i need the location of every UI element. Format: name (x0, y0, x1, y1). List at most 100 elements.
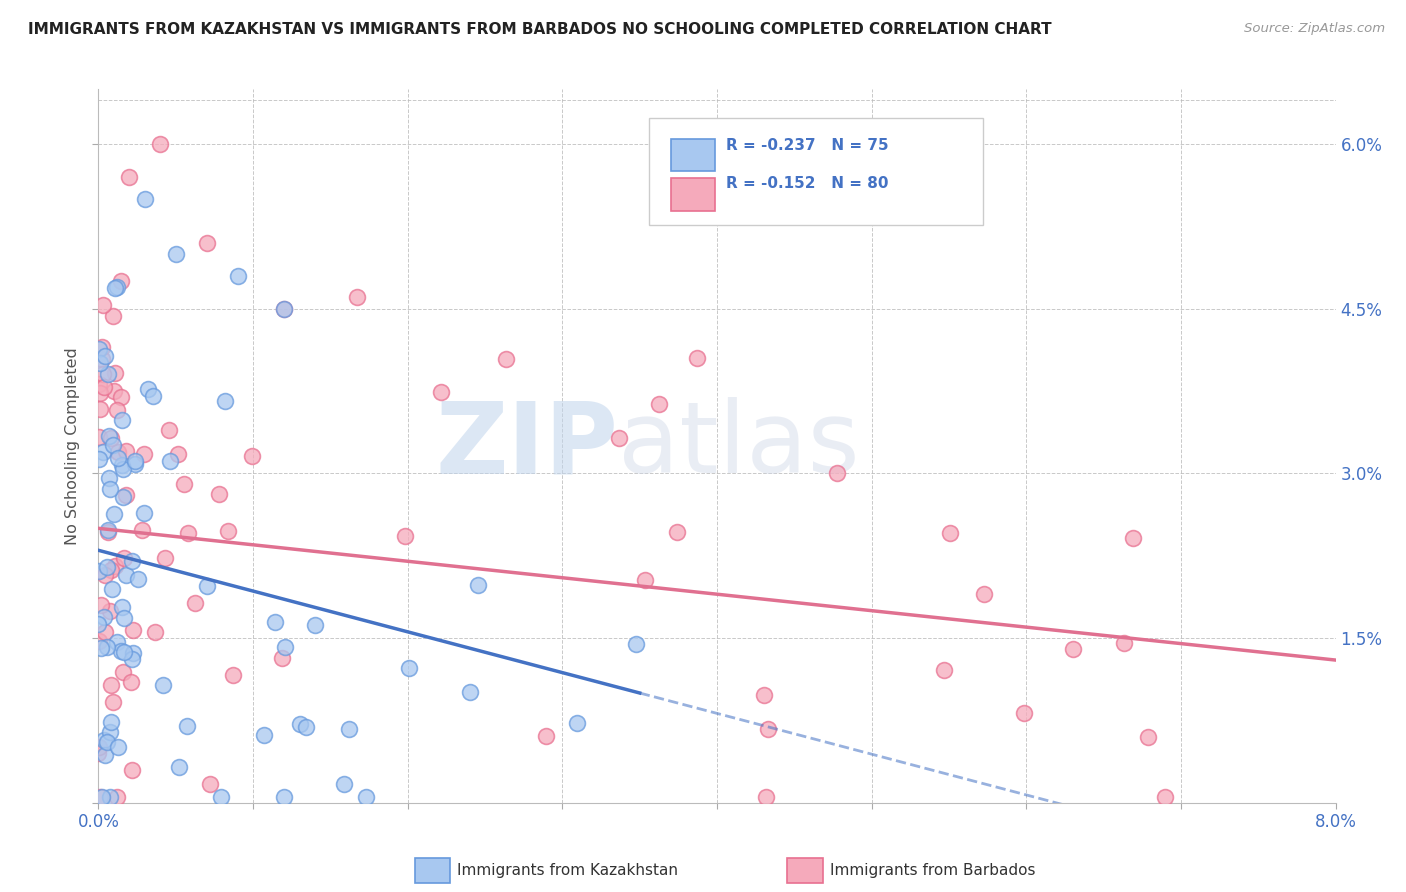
Point (91, 367, 114, 381)
Text: R = -0.152   N = 80: R = -0.152 N = 80 (725, 177, 889, 191)
Point (240, 450, 263, 464)
Point (304, 618, 326, 632)
Point (264, 615, 287, 629)
Text: Source: ZipAtlas.com: Source: ZipAtlas.com (1244, 22, 1385, 36)
Point (167, 760, 190, 774)
Point (208, 487, 231, 501)
Point (101, 582, 124, 597)
Point (93, 733, 115, 747)
Point (114, 568, 136, 582)
Point (87, 376, 110, 391)
Point (94, 747, 117, 762)
Point (339, 723, 361, 737)
Point (226, 268, 249, 283)
Text: R = -0.237   N = 75: R = -0.237 N = 75 (725, 137, 889, 153)
Point (495, 352, 517, 367)
Text: atlas: atlas (619, 398, 859, 494)
Point (271, 651, 294, 665)
Point (112, 551, 135, 566)
Point (90, 790, 112, 805)
Point (112, 665, 135, 680)
Point (98, 604, 121, 618)
Point (430, 384, 453, 399)
Point (607, 431, 630, 445)
Point (97, 367, 120, 381)
Point (90, 598, 112, 612)
Point (534, 729, 557, 743)
Point (90, 641, 112, 656)
Point (105, 790, 128, 805)
Point (111, 599, 134, 614)
Point (253, 728, 276, 742)
Point (217, 524, 239, 538)
Point (198, 776, 221, 790)
Point (173, 477, 195, 491)
Point (131, 523, 153, 537)
Point (105, 280, 128, 294)
Point (1014, 706, 1036, 720)
Point (101, 309, 124, 323)
Point (143, 625, 166, 640)
Point (103, 384, 125, 398)
Point (103, 695, 125, 709)
Point (107, 445, 129, 459)
Point (157, 424, 180, 438)
Point (354, 790, 377, 805)
Point (93, 610, 115, 624)
Point (96, 560, 118, 574)
Point (755, 790, 778, 805)
Point (142, 389, 165, 403)
Point (183, 596, 205, 610)
Point (124, 454, 146, 468)
Point (122, 623, 145, 637)
Point (91, 352, 114, 367)
Point (132, 506, 155, 520)
Point (121, 763, 143, 777)
Point (398, 661, 420, 675)
Point (90, 340, 112, 354)
Y-axis label: No Schooling Completed: No Schooling Completed (65, 347, 80, 545)
Point (209, 790, 232, 805)
Point (166, 447, 188, 461)
Point (666, 524, 689, 539)
Point (100, 715, 122, 730)
Point (110, 644, 132, 658)
Point (107, 451, 129, 466)
Point (91, 297, 114, 311)
Point (159, 454, 181, 468)
Text: Immigrants from Barbados: Immigrants from Barbados (830, 863, 1035, 878)
Point (103, 438, 125, 452)
Point (111, 462, 134, 476)
Point (752, 688, 775, 702)
Point (176, 719, 198, 733)
FancyBboxPatch shape (650, 118, 983, 225)
Point (89, 402, 111, 417)
Point (1062, 642, 1084, 657)
Point (87, 430, 110, 444)
Point (97, 429, 120, 443)
Point (87, 739, 110, 754)
Point (274, 640, 297, 655)
Point (127, 572, 149, 586)
Point (96, 640, 118, 655)
Point (295, 720, 318, 734)
Point (115, 444, 138, 458)
Point (100, 563, 122, 577)
Point (94, 568, 117, 582)
Point (111, 413, 134, 427)
Point (105, 403, 128, 417)
Point (1154, 790, 1177, 805)
Point (110, 390, 132, 404)
Point (214, 394, 236, 409)
Point (121, 553, 143, 567)
Point (97, 523, 120, 537)
Point (273, 790, 295, 805)
Text: ZIP: ZIP (436, 398, 619, 494)
Point (115, 488, 138, 502)
Point (1122, 531, 1144, 545)
Point (288, 717, 311, 731)
Point (124, 457, 146, 471)
Point (93, 380, 115, 394)
Point (89, 356, 111, 370)
Point (1137, 731, 1160, 745)
